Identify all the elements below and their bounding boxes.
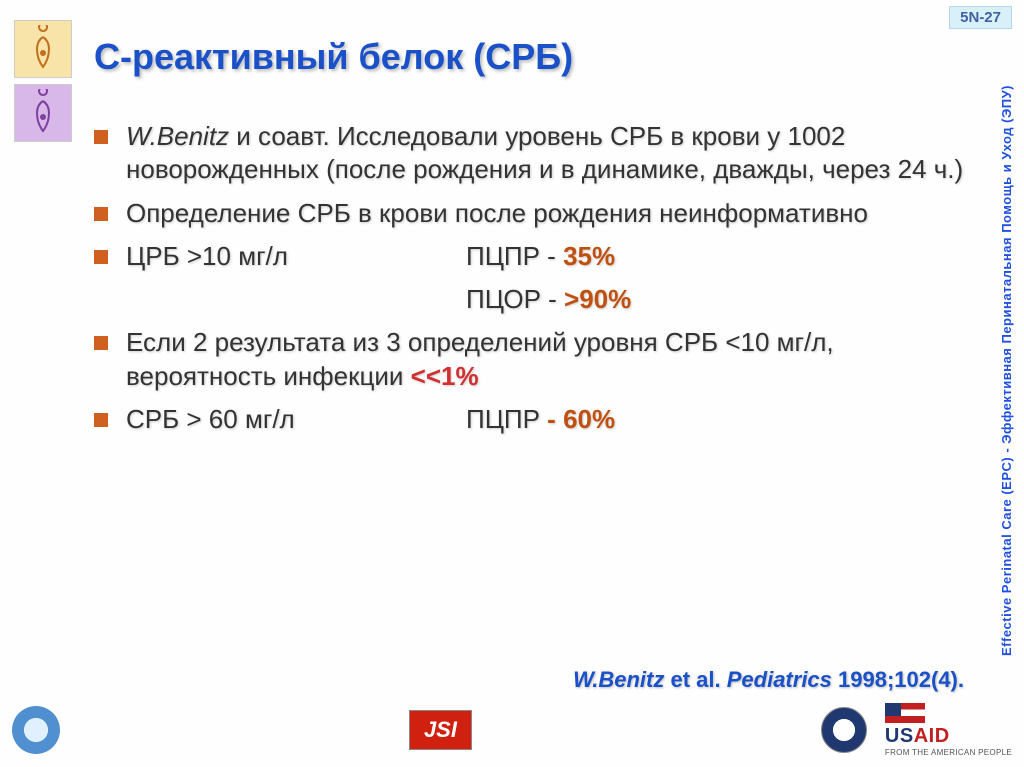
pregnant-purple-icon [14,84,72,142]
footer: JSI USAID FROM THE AMERICAN PEOPLE [12,703,1012,757]
bullet-marker-icon [94,413,108,427]
bullet-5: СРБ > 60 мг/лПЦПР - 60% [94,403,964,436]
bullet-1: W.Benitz и соавт. Исследовали уровень СР… [94,120,964,187]
us-flag-icon [885,703,925,723]
bullet-4-value: <<1% [411,361,479,391]
footer-left [12,706,60,754]
bullet-4-text: Если 2 результата из 3 определений уровн… [126,327,834,390]
bullet-3: ЦРБ >10 мг/лПЦПР - 35% [94,240,964,273]
bullet-marker-icon [94,250,108,264]
sidebar-caption: Effective Perinatal Care (EPC) - Эффекти… [999,50,1019,690]
bullet-5-left: СРБ > 60 мг/л [126,403,466,436]
bullet-3sub-mid: ПЦОР [466,284,541,314]
bullet-3-value: 35% [563,241,615,271]
bullet-5-mid: ПЦПР [466,404,540,434]
bullet-3sub-value: >90% [564,284,631,314]
bullet-2: Определение СРБ в крови после рождения н… [94,197,964,230]
usaid-aid: AID [914,725,950,747]
slide-number: 5N-27 [949,6,1012,29]
citation-journal: Pediatrics [727,667,832,692]
bullet-1-text: и соавт. Исследовали уровень СРБ в крови… [126,121,963,184]
usaid-us: US [885,725,914,747]
citation-author: W.Benitz [573,667,664,692]
slide-title: С-реактивный белок (СРБ) [94,36,573,78]
left-icon-column [14,20,74,148]
bullet-2-text: Определение СРБ в крови после рождения н… [126,197,964,230]
citation: W.Benitz et al. Pediatrics 1998;102(4). [0,667,964,693]
bullet-3sub-dash: - [541,284,564,314]
bullet-3-left: ЦРБ >10 мг/л [126,240,466,273]
bullet-5-value: 60% [563,404,615,434]
bullet-5-dash: - [540,404,563,434]
bullet-3-mid: ПЦПР [466,241,540,271]
us-seal-icon [821,707,867,753]
usaid-wordmark: USAID [885,725,1012,748]
content-area: W.Benitz и соавт. Исследовали уровень СР… [94,120,964,446]
bullet-3-sub: ПЦОР - >90% [446,283,964,316]
bullet-marker-icon [94,336,108,350]
citation-etal: et al. [664,667,726,692]
jsi-logo: JSI [409,710,472,750]
bullet-marker-icon [94,130,108,144]
bullet-1-author: W.Benitz [126,121,229,151]
who-logo-icon [12,706,60,754]
footer-right: USAID FROM THE AMERICAN PEOPLE [821,703,1012,757]
bullet-marker-icon [94,207,108,221]
bullet-3-dash: - [540,241,563,271]
pregnant-outline-icon [14,20,72,78]
usaid-logo: USAID FROM THE AMERICAN PEOPLE [885,703,1012,757]
bullet-4: Если 2 результата из 3 определений уровн… [94,326,964,393]
usaid-tagline: FROM THE AMERICAN PEOPLE [885,748,1012,757]
citation-ref: 1998;102(4). [832,667,964,692]
